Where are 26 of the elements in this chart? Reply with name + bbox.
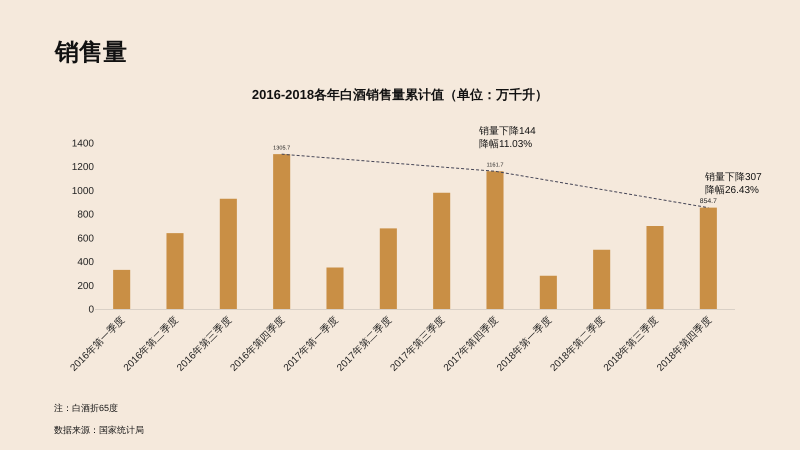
y-tick-label: 1000 xyxy=(72,186,94,197)
bar xyxy=(220,198,237,309)
bar xyxy=(593,250,610,309)
annotation: 销量下降144 降幅11.03% xyxy=(478,125,536,150)
bar xyxy=(433,192,450,309)
y-tick-label: 800 xyxy=(77,210,94,221)
bar xyxy=(113,270,130,309)
y-tick-label: 400 xyxy=(77,257,94,268)
y-tick-label: 0 xyxy=(88,304,94,316)
y-tick-label: 200 xyxy=(77,280,94,292)
bar xyxy=(326,268,344,309)
bar xyxy=(380,228,397,309)
y-tick-label: 1200 xyxy=(72,162,94,174)
bar xyxy=(646,226,664,309)
text: 销售量 xyxy=(54,39,127,66)
bar xyxy=(486,171,504,309)
annotation: 销量下降307 降幅26.43% xyxy=(704,171,762,196)
chart-title: 2016-2018各年白酒销售量累计值（单位：万千升） xyxy=(252,87,548,102)
bar xyxy=(540,276,557,309)
y-tick-label: 600 xyxy=(77,233,94,244)
bar xyxy=(166,233,184,309)
bar xyxy=(700,208,717,309)
y-tick-label: 1400 xyxy=(72,138,94,150)
text: 注：白酒折65度 xyxy=(54,403,118,413)
bar xyxy=(273,154,290,309)
source-note: 数据来源：国家统计局 xyxy=(54,425,144,435)
